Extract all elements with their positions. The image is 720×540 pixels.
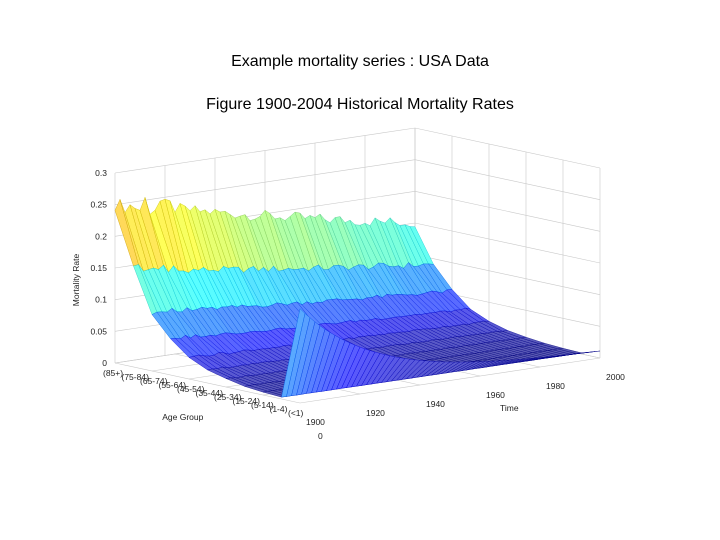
x-tick-label: 1960	[486, 390, 505, 400]
z-tick-label: 0.05	[90, 326, 107, 336]
grid-line	[114, 127, 601, 174]
age-tick-label: (25-34)	[214, 392, 242, 402]
age-tick-label: (45-54)	[177, 384, 205, 394]
figure-caption: Figure 1900-2004 Historical Mortality Ra…	[206, 96, 514, 113]
x-tick-label: 1940	[426, 399, 445, 409]
age-tick-label: (35-44)	[196, 388, 224, 398]
surface-mesh	[114, 196, 601, 398]
age-tick-label: (55-64)	[159, 380, 187, 390]
z-tick-label: 0.2	[95, 231, 107, 241]
z-axis-label: Mortality Rate	[71, 254, 81, 307]
grid-line	[114, 362, 301, 404]
age-tick-label: 0	[318, 431, 323, 441]
z-tick-label: 0.15	[90, 263, 107, 273]
age-tick-label: (85+)	[103, 368, 123, 378]
grid-line	[114, 159, 601, 205]
surface-cell	[576, 350, 601, 354]
age-tick-label: (75-84)	[122, 372, 150, 382]
x-tick-label: 1980	[546, 381, 565, 391]
z-tick-label: 0.25	[90, 200, 107, 210]
grid-line	[299, 357, 601, 404]
age-tick-label: (<1)	[288, 408, 304, 418]
x-tick-label: 1920	[366, 408, 385, 418]
slide-title: Example mortality series : USA Data	[231, 53, 489, 70]
z-tick-label: 0	[102, 358, 107, 368]
x-tick-label: 2000	[606, 372, 625, 382]
x-tick-label: 1900	[306, 417, 325, 427]
x-axis-label: Time	[500, 403, 519, 413]
age-tick-label: (65-74)	[140, 376, 168, 386]
age-tick-label: (15-24)	[233, 396, 261, 406]
age-tick-label: (5-14)	[251, 400, 274, 410]
axis-ticks: 0 0.05 0.1 0.15 0.2 0.25 0.3 1900 1920 1940 1960 19…	[71, 168, 625, 441]
age-tick-label: (1-4)	[270, 404, 288, 414]
y-axis-label: Age Group	[162, 412, 203, 422]
z-tick-label: 0.3	[95, 168, 107, 178]
z-tick-label: 0.1	[95, 295, 107, 305]
